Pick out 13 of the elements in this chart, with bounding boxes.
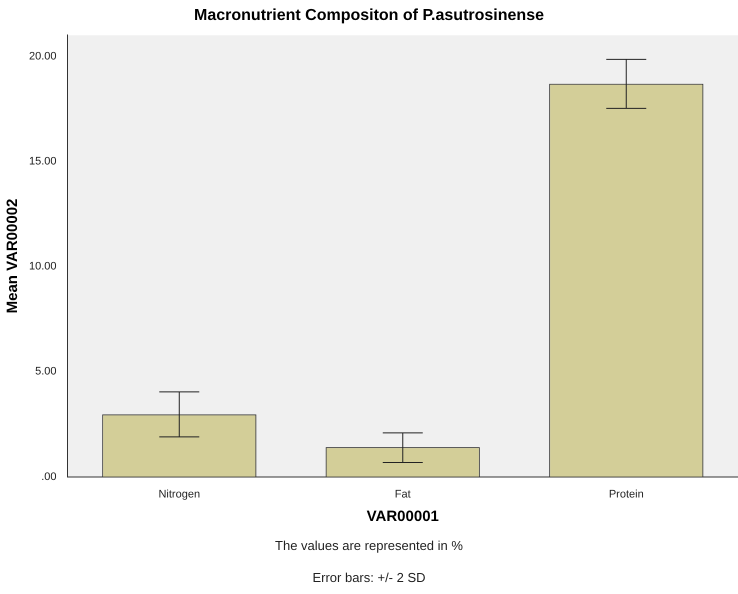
x-tick-label: Fat [394,488,411,500]
x-tick-label: Nitrogen [158,488,200,500]
y-tick-label: 10.00 [28,260,57,273]
x-axis-title: VAR00001 [366,508,439,526]
text: Error bars: +/- 2 SD [311,569,427,587]
x-tick-label: Protein [608,488,644,500]
y-axis-title: Mean VAR00002 [4,198,22,314]
y-tick-label: 15.00 [28,155,57,168]
text: The values are represented in % [274,537,464,555]
y-tick-label: .00 [41,470,57,483]
chart-title: Macronutrient Compositon of P.asutrosinense [194,7,544,24]
y-tick-label: 20.00 [28,50,57,62]
y-tick-label: 5.00 [35,366,57,378]
